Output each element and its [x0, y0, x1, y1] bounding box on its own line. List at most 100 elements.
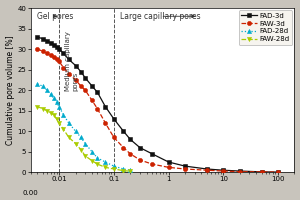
FAD-3d	[205, 168, 208, 170]
FAD-3d	[96, 91, 99, 93]
FAD-28d	[45, 89, 49, 91]
FAW-28d	[103, 166, 107, 169]
FAW-28d	[35, 105, 39, 108]
FAD-28d	[83, 142, 87, 145]
FAD-3d	[49, 42, 52, 44]
FAW-3d	[260, 171, 263, 173]
FAD-3d	[138, 146, 142, 149]
FAW-3d	[112, 136, 116, 139]
FAD-3d	[276, 171, 280, 173]
FAD-3d	[45, 40, 49, 42]
FAW-28d	[74, 142, 77, 145]
Legend: FAD-3d, FAW-3d, FAD-28d, FAW-28d: FAD-3d, FAW-3d, FAD-28d, FAW-28d	[238, 10, 292, 45]
FAD-3d	[52, 44, 56, 46]
FAW-3d	[61, 66, 65, 69]
FAW-28d	[79, 148, 83, 151]
FAD-3d	[103, 105, 107, 108]
FAD-28d	[79, 136, 83, 139]
Text: Large capillary pores: Large capillary pores	[120, 12, 201, 21]
FAD-28d	[74, 130, 77, 132]
FAW-28d	[96, 163, 99, 165]
FAW-3d	[49, 54, 52, 56]
FAW-3d	[45, 52, 49, 54]
FAW-3d	[103, 122, 107, 124]
FAW-28d	[122, 169, 125, 172]
FAD-3d	[183, 165, 187, 167]
Text: Gel pores: Gel pores	[37, 12, 74, 21]
FAD-3d	[128, 138, 132, 141]
FAW-28d	[61, 128, 65, 130]
FAW-3d	[55, 58, 58, 61]
FAD-3d	[112, 118, 116, 120]
FAD-28d	[57, 105, 61, 108]
FAW-28d	[90, 160, 94, 162]
Y-axis label: Cumulative pore volume [%]: Cumulative pore volume [%]	[6, 35, 15, 145]
FAD-28d	[55, 101, 58, 104]
FAW-3d	[67, 73, 70, 75]
FAD-3d	[55, 46, 58, 48]
FAD-3d	[41, 38, 44, 40]
FAD-28d	[128, 169, 132, 171]
FAD-28d	[103, 161, 107, 163]
FAW-3d	[35, 48, 39, 50]
FAW-28d	[67, 136, 70, 139]
FAD-3d	[90, 85, 94, 87]
FAW-3d	[150, 163, 154, 165]
FAD-28d	[35, 83, 39, 85]
FAW-28d	[57, 122, 61, 124]
FAW-3d	[74, 79, 77, 81]
FAD-3d	[57, 48, 61, 50]
FAW-28d	[49, 112, 52, 114]
FAD-28d	[41, 85, 44, 87]
FAW-3d	[183, 168, 187, 170]
FAW-3d	[167, 166, 170, 169]
FAW-3d	[90, 99, 94, 102]
FAD-3d	[61, 52, 65, 54]
FAW-28d	[83, 155, 87, 157]
FAD-3d	[260, 171, 263, 173]
FAW-28d	[45, 109, 49, 112]
FAD-3d	[74, 64, 77, 67]
FAD-28d	[49, 93, 52, 95]
Line: FAD-28d: FAD-28d	[35, 82, 132, 172]
FAD-3d	[221, 169, 225, 171]
FAD-3d	[79, 70, 83, 73]
FAD-3d	[167, 161, 170, 163]
FAW-3d	[221, 170, 225, 172]
FAW-3d	[122, 146, 125, 149]
FAD-3d	[83, 77, 87, 79]
FAD-28d	[112, 165, 116, 167]
FAD-3d	[122, 130, 125, 132]
FAD-3d	[150, 153, 154, 155]
FAW-3d	[138, 159, 142, 161]
FAW-28d	[55, 118, 58, 120]
FAD-3d	[238, 170, 242, 172]
FAW-3d	[96, 107, 99, 110]
FAW-3d	[41, 50, 44, 52]
FAW-28d	[52, 114, 56, 116]
FAD-28d	[122, 168, 125, 170]
FAD-28d	[90, 151, 94, 153]
FAW-28d	[128, 170, 132, 172]
FAW-3d	[79, 85, 83, 87]
FAD-3d	[67, 58, 70, 61]
Line: FAW-3d: FAW-3d	[35, 47, 280, 174]
FAW-3d	[276, 171, 280, 173]
FAW-3d	[238, 170, 242, 173]
FAD-28d	[61, 114, 65, 116]
FAW-3d	[128, 153, 132, 155]
FAW-3d	[83, 89, 87, 91]
FAD-28d	[67, 122, 70, 124]
FAD-28d	[96, 157, 99, 159]
Text: 0.00: 0.00	[22, 190, 38, 196]
Text: Medium capillary
pores: Medium capillary pores	[65, 31, 78, 91]
FAW-3d	[57, 60, 61, 63]
Line: FAW-28d: FAW-28d	[35, 105, 132, 173]
Line: FAD-3d: FAD-3d	[35, 35, 280, 174]
FAW-28d	[112, 168, 116, 170]
FAW-3d	[52, 56, 56, 59]
FAW-28d	[41, 107, 44, 110]
FAD-28d	[52, 97, 56, 100]
FAD-3d	[35, 36, 39, 38]
FAW-3d	[205, 169, 208, 171]
